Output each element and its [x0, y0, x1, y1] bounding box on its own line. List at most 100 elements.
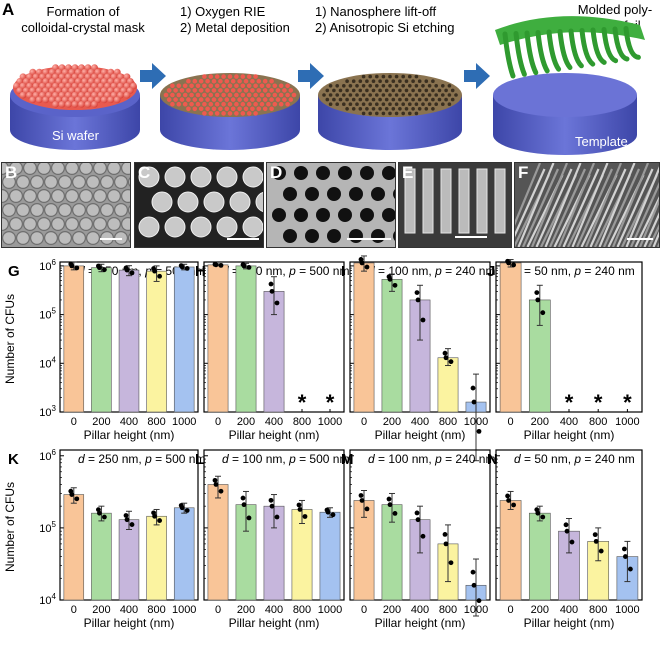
sphere-remnant: [170, 101, 175, 107]
sem-particle: [71, 202, 86, 217]
panel-letter: N: [487, 451, 498, 468]
sem-hole: [327, 187, 341, 201]
colloid-sphere: [100, 96, 108, 104]
sphere-remnant: [208, 111, 214, 116]
sem-pillar: [494, 168, 506, 234]
x-tick-label: 400: [265, 604, 283, 616]
etched-hole: [391, 107, 396, 111]
data-point: [386, 496, 392, 502]
data-point: [68, 261, 74, 267]
data-point: [535, 297, 541, 303]
etched-hole: [368, 102, 373, 106]
etched-hole: [401, 111, 406, 116]
data-point: [534, 507, 540, 513]
colloid-sphere: [78, 101, 85, 108]
sphere-remnant: [272, 101, 278, 107]
sphere-remnant: [282, 97, 287, 102]
sphere-remnant: [240, 111, 246, 116]
y-tick-label: 105: [39, 307, 56, 322]
sem-hole: [371, 187, 385, 201]
etched-hole: [378, 97, 382, 102]
data-point: [330, 512, 336, 518]
etched-hole: [441, 102, 445, 106]
x-axis-label: Pillar height (nm): [524, 616, 615, 630]
data-point: [157, 273, 163, 279]
sem-particle: [190, 166, 212, 188]
etched-hole: [351, 79, 356, 83]
etched-hole: [427, 93, 432, 97]
bar: [63, 494, 85, 601]
x-tick-label: 0: [361, 416, 367, 428]
x-tick-label: 1000: [172, 416, 196, 428]
sphere-remnant: [237, 78, 242, 84]
sphere-remnant: [208, 92, 214, 98]
sem-particle: [43, 230, 58, 245]
data-point: [623, 554, 628, 559]
sem-particle: [128, 177, 130, 187]
y-tick-label: 106: [39, 258, 56, 273]
etched-hole: [375, 102, 379, 106]
x-tick-label: 800: [293, 604, 311, 616]
sem-pillar: [521, 168, 560, 247]
sphere-remnant: [205, 97, 210, 102]
sphere-remnant: [179, 88, 185, 93]
sphere-remnant: [285, 101, 290, 107]
sem-particle: [37, 163, 51, 175]
bar: [118, 269, 140, 413]
etched-hole: [408, 111, 412, 116]
etched-hole: [401, 102, 406, 106]
sphere-remnant: [266, 83, 271, 89]
data-point: [442, 350, 448, 356]
sem-particle: [164, 166, 186, 188]
sem-particle: [30, 230, 45, 245]
etched-hole: [358, 107, 363, 111]
sphere-remnant: [237, 106, 242, 112]
colloid-sphere: [42, 96, 50, 104]
etched-hole: [361, 74, 366, 79]
sphere-remnant: [250, 88, 255, 93]
sphere-remnant: [266, 101, 271, 107]
arrow-1: [140, 63, 166, 89]
data-point: [302, 514, 308, 519]
etched-hole: [381, 111, 386, 116]
etched-hole: [384, 107, 389, 111]
sphere-remnant: [189, 101, 194, 107]
etched-hole: [388, 102, 392, 106]
sem-pillar: [458, 168, 470, 234]
sem-hole: [316, 166, 330, 180]
sem-hole: [338, 166, 352, 180]
disk-metal: [160, 73, 300, 150]
data-point: [392, 511, 398, 516]
x-tick-label: 800: [589, 604, 607, 616]
sem-hole: [360, 166, 374, 180]
sphere-remnant: [259, 92, 265, 98]
etched-hole: [365, 79, 369, 83]
panel-title: d = 100 nm, p = 240 nm: [368, 452, 495, 466]
etched-hole: [394, 84, 399, 88]
bar: [91, 512, 112, 601]
sem-pillar: [548, 168, 587, 247]
sphere-remnant: [224, 97, 230, 102]
data-point: [268, 281, 274, 287]
colloid-sphere: [84, 101, 92, 108]
sphere-remnant: [253, 74, 258, 79]
sphere-remnant: [256, 97, 262, 102]
sem-particle: [229, 191, 251, 213]
sem-hole: [393, 189, 395, 199]
sphere-remnant: [202, 101, 207, 107]
sem-particle: [138, 216, 160, 238]
data-point: [414, 290, 420, 296]
data-point: [442, 531, 448, 537]
sphere-remnant: [230, 97, 236, 102]
bar: [207, 484, 229, 601]
data-point: [415, 517, 421, 523]
x-tick-label: 400: [265, 416, 283, 428]
sphere-remnant: [208, 101, 214, 107]
etched-hole: [388, 84, 392, 88]
etched-hole: [365, 97, 369, 102]
zero-cfu-star: *: [326, 390, 335, 415]
chart-panel-g: 103104105106d = 250 nm, p = 500 nmG02004…: [8, 258, 205, 442]
sem-hole: [360, 208, 374, 222]
x-tick-label: 1000: [615, 604, 639, 616]
sphere-remnant: [208, 74, 214, 79]
